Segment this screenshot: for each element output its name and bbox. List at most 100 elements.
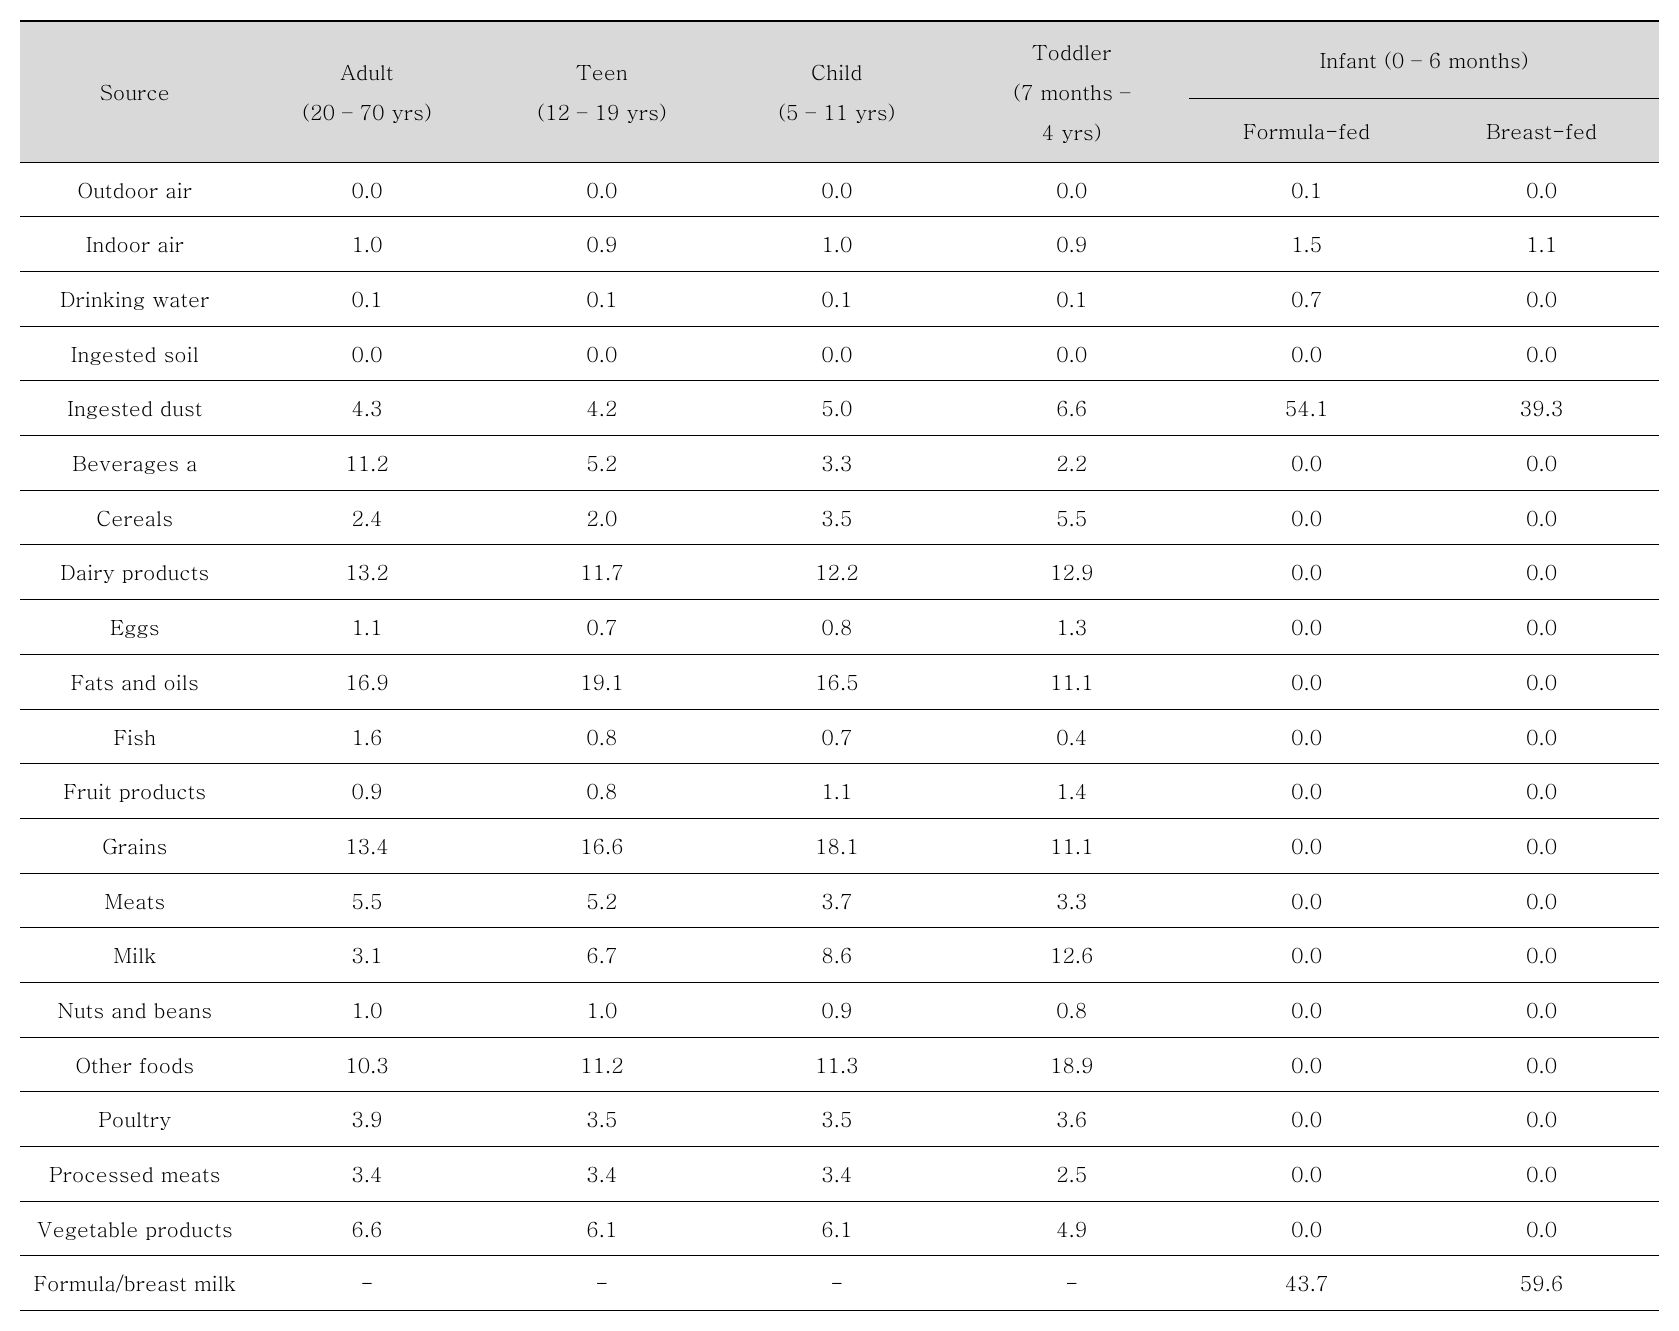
cell-adult: - bbox=[250, 1256, 485, 1311]
cell-toddler: 0.0 bbox=[954, 326, 1189, 381]
cell-adult: 1.0 bbox=[250, 217, 485, 272]
cell-toddler: 12.9 bbox=[954, 545, 1189, 600]
cell-teen: 11.7 bbox=[484, 545, 719, 600]
cell-child: 11.3 bbox=[719, 1037, 954, 1092]
cell-adult: 0.9 bbox=[250, 764, 485, 819]
col-header-adult-line2: (20 – 70 yrs) bbox=[302, 96, 432, 126]
table-row: Outdoor air0.00.00.00.00.10.0 bbox=[20, 162, 1659, 217]
cell-adult: 1.6 bbox=[250, 709, 485, 764]
cell-breast: 0.0 bbox=[1424, 326, 1659, 381]
cell-adult: 3.9 bbox=[250, 1092, 485, 1147]
cell-teen: 5.2 bbox=[484, 436, 719, 491]
cell-formula: 0.0 bbox=[1189, 545, 1424, 600]
cell-formula: 0.0 bbox=[1189, 654, 1424, 709]
col-header-source: Source bbox=[20, 21, 250, 162]
cell-source: Cereals bbox=[20, 490, 250, 545]
cell-source: Grains bbox=[20, 818, 250, 873]
cell-formula: 0.0 bbox=[1189, 326, 1424, 381]
cell-adult: 5.5 bbox=[250, 873, 485, 928]
cell-adult: 13.4 bbox=[250, 818, 485, 873]
cell-formula: 0.0 bbox=[1189, 1147, 1424, 1202]
cell-source: Beverages a bbox=[20, 436, 250, 491]
cell-breast: 0.0 bbox=[1424, 545, 1659, 600]
cell-child: 8.6 bbox=[719, 928, 954, 983]
cell-toddler: 2.5 bbox=[954, 1147, 1189, 1202]
table-row: Drinking water0.10.10.10.10.70.0 bbox=[20, 272, 1659, 327]
cell-child: 1.0 bbox=[719, 217, 954, 272]
cell-source: Outdoor air bbox=[20, 162, 250, 217]
cell-toddler: 0.4 bbox=[954, 709, 1189, 764]
cell-teen: 0.1 bbox=[484, 272, 719, 327]
cell-breast: 1.1 bbox=[1424, 217, 1659, 272]
cell-source: Nuts and beans bbox=[20, 982, 250, 1037]
cell-teen: 4.2 bbox=[484, 381, 719, 436]
cell-teen: 6.1 bbox=[484, 1201, 719, 1256]
table-row: Nuts and beans1.01.00.90.80.00.0 bbox=[20, 982, 1659, 1037]
cell-toddler: 6.6 bbox=[954, 381, 1189, 436]
cell-formula: 0.0 bbox=[1189, 1201, 1424, 1256]
cell-toddler: 12.6 bbox=[954, 928, 1189, 983]
cell-toddler: 18.9 bbox=[954, 1037, 1189, 1092]
cell-toddler: 0.1 bbox=[954, 272, 1189, 327]
table-row: Beverages a11.25.23.32.20.00.0 bbox=[20, 436, 1659, 491]
cell-source: Processed meats bbox=[20, 1147, 250, 1202]
cell-child: 6.1 bbox=[719, 1201, 954, 1256]
cell-adult: 3.4 bbox=[250, 1147, 485, 1202]
cell-breast: 0.0 bbox=[1424, 490, 1659, 545]
cell-breast: 0.0 bbox=[1424, 1201, 1659, 1256]
cell-formula: 0.0 bbox=[1189, 709, 1424, 764]
cell-formula: 43.7 bbox=[1189, 1256, 1424, 1311]
cell-child: 0.1 bbox=[719, 272, 954, 327]
cell-adult: 10.3 bbox=[250, 1037, 485, 1092]
cell-breast: 0.0 bbox=[1424, 1147, 1659, 1202]
cell-adult: 13.2 bbox=[250, 545, 485, 600]
cell-toddler: 1.4 bbox=[954, 764, 1189, 819]
cell-formula: 0.0 bbox=[1189, 764, 1424, 819]
table-body: Outdoor air0.00.00.00.00.10.0Indoor air1… bbox=[20, 162, 1659, 1310]
cell-toddler: - bbox=[954, 1256, 1189, 1311]
cell-toddler: 4.9 bbox=[954, 1201, 1189, 1256]
cell-teen: 3.4 bbox=[484, 1147, 719, 1202]
cell-breast: 39.3 bbox=[1424, 381, 1659, 436]
table-header: Source Adult (20 – 70 yrs) Teen (12 – 19… bbox=[20, 21, 1659, 162]
cell-child: 0.9 bbox=[719, 982, 954, 1037]
cell-formula: 0.1 bbox=[1189, 162, 1424, 217]
cell-adult: 0.0 bbox=[250, 326, 485, 381]
cell-toddler: 0.8 bbox=[954, 982, 1189, 1037]
cell-source: Meats bbox=[20, 873, 250, 928]
col-header-adult-line1: Adult bbox=[340, 56, 393, 86]
cell-adult: 6.6 bbox=[250, 1201, 485, 1256]
cell-adult: 1.0 bbox=[250, 982, 485, 1037]
cell-source: Fruit products bbox=[20, 764, 250, 819]
cell-adult: 0.0 bbox=[250, 162, 485, 217]
cell-toddler: 0.0 bbox=[954, 162, 1189, 217]
cell-formula: 0.0 bbox=[1189, 928, 1424, 983]
cell-source: Dairy products bbox=[20, 545, 250, 600]
cell-adult: 1.1 bbox=[250, 600, 485, 655]
table-row: Vegetable products6.66.16.14.90.00.0 bbox=[20, 1201, 1659, 1256]
cell-source: Fats and oils bbox=[20, 654, 250, 709]
cell-toddler: 0.9 bbox=[954, 217, 1189, 272]
table-row: Indoor air1.00.91.00.91.51.1 bbox=[20, 217, 1659, 272]
cell-toddler: 2.2 bbox=[954, 436, 1189, 491]
cell-breast: 0.0 bbox=[1424, 162, 1659, 217]
cell-teen: 3.5 bbox=[484, 1092, 719, 1147]
cell-child: 3.7 bbox=[719, 873, 954, 928]
cell-child: 16.5 bbox=[719, 654, 954, 709]
cell-toddler: 3.3 bbox=[954, 873, 1189, 928]
cell-formula: 0.0 bbox=[1189, 982, 1424, 1037]
cell-breast: 0.0 bbox=[1424, 764, 1659, 819]
cell-child: 3.5 bbox=[719, 490, 954, 545]
cell-toddler: 3.6 bbox=[954, 1092, 1189, 1147]
cell-teen: 0.8 bbox=[484, 764, 719, 819]
cell-child: 18.1 bbox=[719, 818, 954, 873]
cell-adult: 2.4 bbox=[250, 490, 485, 545]
cell-teen: 0.7 bbox=[484, 600, 719, 655]
cell-source: Other foods bbox=[20, 1037, 250, 1092]
table-row: Processed meats3.43.43.42.50.00.0 bbox=[20, 1147, 1659, 1202]
cell-adult: 0.1 bbox=[250, 272, 485, 327]
cell-breast: 59.6 bbox=[1424, 1256, 1659, 1311]
cell-source: Drinking water bbox=[20, 272, 250, 327]
col-header-infant-group: Infant (0 – 6 months) bbox=[1189, 21, 1659, 98]
cell-adult: 11.2 bbox=[250, 436, 485, 491]
